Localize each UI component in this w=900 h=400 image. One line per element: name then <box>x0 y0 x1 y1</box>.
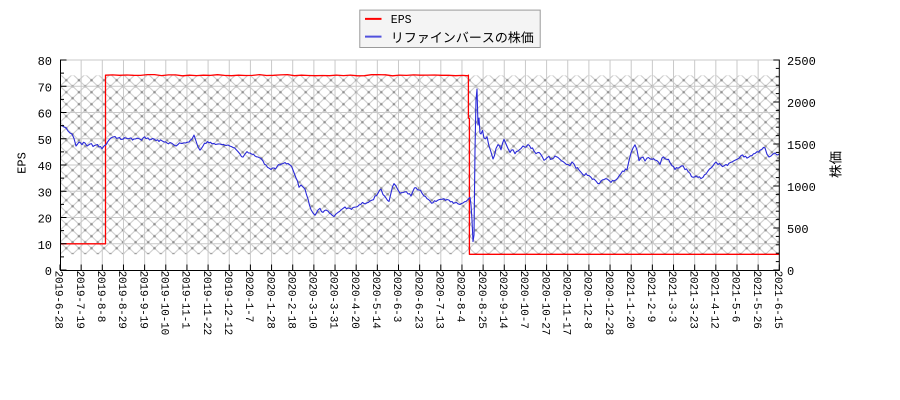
svg-text:2020-4-20: 2020-4-20 <box>348 271 360 329</box>
svg-text:2021-3-3: 2021-3-3 <box>665 271 677 323</box>
svg-text:EPS: EPS <box>16 152 30 174</box>
svg-text:2020-9-14: 2020-9-14 <box>496 271 508 330</box>
svg-text:2020-3-10: 2020-3-10 <box>306 271 318 329</box>
svg-text:2020-10-27: 2020-10-27 <box>538 271 550 336</box>
svg-text:2020-3-31: 2020-3-31 <box>327 271 339 330</box>
svg-text:2019-8-29: 2019-8-29 <box>115 271 127 329</box>
svg-text:2019-12-12: 2019-12-12 <box>221 271 233 336</box>
svg-text:2020-2-18: 2020-2-18 <box>284 271 296 329</box>
svg-text:1000: 1000 <box>787 181 816 195</box>
svg-text:2019-11-1: 2019-11-1 <box>179 271 191 330</box>
svg-text:2019-10-10: 2019-10-10 <box>157 271 169 336</box>
svg-text:2019-8-8: 2019-8-8 <box>94 271 106 323</box>
svg-text:0: 0 <box>787 265 794 279</box>
svg-text:2021-1-20: 2021-1-20 <box>623 271 635 329</box>
svg-text:2020-12-8: 2020-12-8 <box>581 271 593 329</box>
svg-text:2020-12-28: 2020-12-28 <box>602 271 614 336</box>
svg-text:2021-3-23: 2021-3-23 <box>686 271 698 329</box>
svg-text:2000: 2000 <box>787 97 816 111</box>
svg-text:2021-5-26: 2021-5-26 <box>750 271 762 329</box>
svg-text:2020-8-25: 2020-8-25 <box>475 271 487 329</box>
svg-text:2020-7-13: 2020-7-13 <box>433 271 445 329</box>
svg-text:60: 60 <box>38 108 52 122</box>
svg-text:2020-5-14: 2020-5-14 <box>369 271 381 330</box>
svg-text:2021-4-12: 2021-4-12 <box>708 271 720 329</box>
svg-text:500: 500 <box>787 223 809 237</box>
svg-text:2500: 2500 <box>787 55 816 69</box>
svg-text:10: 10 <box>38 239 52 253</box>
svg-text:20: 20 <box>38 213 52 227</box>
svg-text:70: 70 <box>38 81 52 95</box>
svg-text:2020-11-17: 2020-11-17 <box>559 271 571 336</box>
svg-text:2021-6-15: 2021-6-15 <box>771 271 783 329</box>
svg-text:2020-8-4: 2020-8-4 <box>454 271 466 323</box>
svg-text:2019-6-28: 2019-6-28 <box>52 271 64 329</box>
svg-text:30: 30 <box>38 186 52 200</box>
svg-text:2021-5-6: 2021-5-6 <box>729 271 741 323</box>
svg-text:2020-1-7: 2020-1-7 <box>242 271 254 323</box>
svg-text:EPS: EPS <box>391 14 412 27</box>
svg-text:2020-1-28: 2020-1-28 <box>263 271 275 329</box>
svg-text:2020-6-3: 2020-6-3 <box>390 271 402 323</box>
svg-text:1500: 1500 <box>787 139 816 153</box>
svg-text:80: 80 <box>38 55 52 69</box>
svg-text:0: 0 <box>45 265 52 279</box>
svg-text:40: 40 <box>38 160 52 174</box>
svg-text:2019-9-19: 2019-9-19 <box>136 271 148 329</box>
svg-text:50: 50 <box>38 134 52 148</box>
svg-text:2019-7-19: 2019-7-19 <box>73 271 85 329</box>
svg-text:2021-2-9: 2021-2-9 <box>644 271 656 323</box>
svg-text:2020-6-23: 2020-6-23 <box>411 271 423 329</box>
svg-text:2019-11-22: 2019-11-22 <box>200 271 212 336</box>
svg-text:2020-10-7: 2020-10-7 <box>517 271 529 329</box>
